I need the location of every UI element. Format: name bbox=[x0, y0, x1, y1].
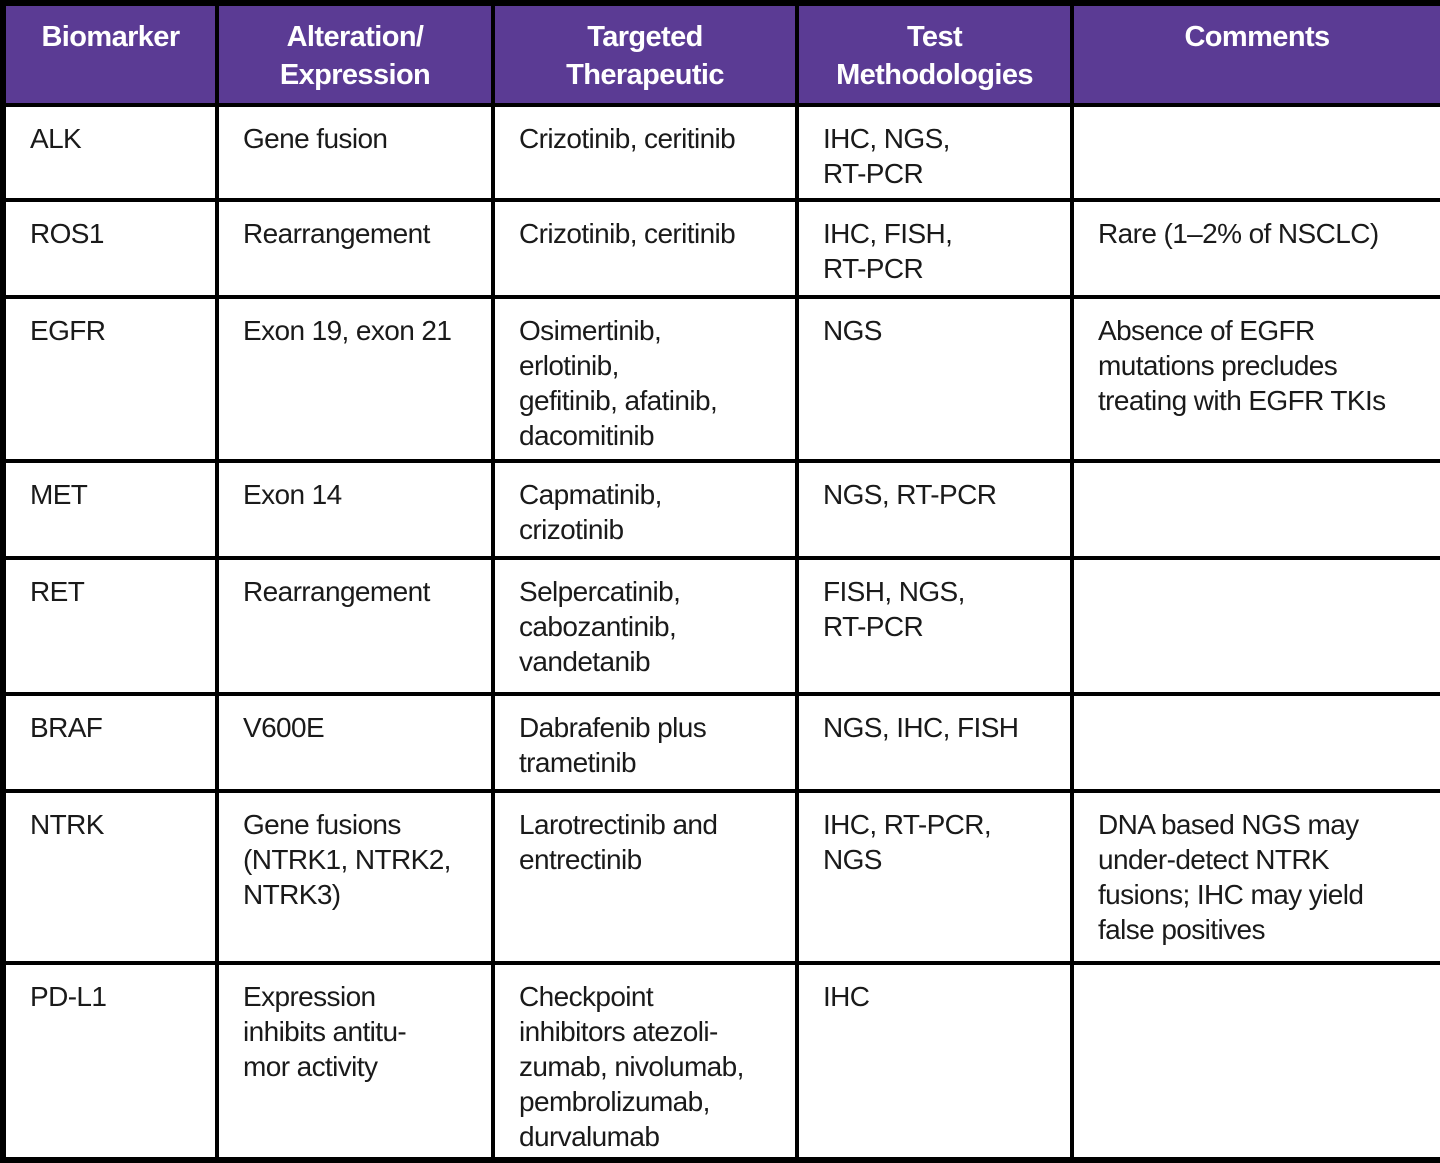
cell-biomarker: EGFR bbox=[1, 295, 219, 463]
cell-therapeutic: Crizotinib, ceritinib bbox=[491, 103, 799, 202]
cell-therapeutic: Dabrafenib plus trametinib bbox=[491, 692, 799, 793]
cell-therapeutic: Selpercatinib, cabozantinib, vandetanib bbox=[491, 556, 799, 696]
cell-alteration: Rearrangement bbox=[215, 198, 495, 299]
table-row-ntrk: NTRK Gene fusions (NTRK1, NTRK2, NTRK3) … bbox=[1, 789, 1440, 965]
cell-test-methods: IHC, RT-PCR, NGS bbox=[795, 789, 1074, 965]
cell-biomarker: ALK bbox=[1, 103, 219, 202]
column-header-biomarker: Biomarker bbox=[1, 1, 219, 107]
cell-comments bbox=[1070, 961, 1440, 1162]
cell-biomarker: NTRK bbox=[1, 789, 219, 965]
cell-comments bbox=[1070, 556, 1440, 696]
cell-test-methods: NGS bbox=[795, 295, 1074, 463]
cell-alteration: Rearrangement bbox=[215, 556, 495, 696]
cell-test-methods: IHC bbox=[795, 961, 1074, 1162]
column-header-comments: Comments bbox=[1070, 1, 1440, 107]
cell-alteration: Exon 14 bbox=[215, 459, 495, 560]
cell-test-methods: NGS, RT-PCR bbox=[795, 459, 1074, 560]
table-header-row: Biomarker Alteration/ Expression Targete… bbox=[1, 1, 1440, 107]
cell-comments bbox=[1070, 103, 1440, 202]
table-row-pdl1: PD-L1 Expression inhibits antitu- mor ac… bbox=[1, 961, 1440, 1162]
cell-biomarker: PD-L1 bbox=[1, 961, 219, 1162]
cell-alteration: Gene fusions (NTRK1, NTRK2, NTRK3) bbox=[215, 789, 495, 965]
cell-alteration: Gene fusion bbox=[215, 103, 495, 202]
cell-test-methods: FISH, NGS, RT-PCR bbox=[795, 556, 1074, 696]
table-row-alk: ALK Gene fusion Crizotinib, ceritinib IH… bbox=[1, 103, 1440, 202]
table-row-braf: BRAF V600E Dabrafenib plus trametinib NG… bbox=[1, 692, 1440, 793]
cell-biomarker: MET bbox=[1, 459, 219, 560]
cell-alteration: Expression inhibits antitu- mor activity bbox=[215, 961, 495, 1162]
cell-test-methods: NGS, IHC, FISH bbox=[795, 692, 1074, 793]
cell-biomarker: BRAF bbox=[1, 692, 219, 793]
table-row-egfr: EGFR Exon 19, exon 21 Osimertinib, erlot… bbox=[1, 295, 1440, 463]
column-header-targeted-therapeutic: Targeted Therapeutic bbox=[491, 1, 799, 107]
cell-test-methods: IHC, FISH, RT-PCR bbox=[795, 198, 1074, 299]
cell-test-methods: IHC, NGS, RT-PCR bbox=[795, 103, 1074, 202]
cell-alteration: Exon 19, exon 21 bbox=[215, 295, 495, 463]
cell-therapeutic: Osimertinib, erlotinib, gefitinib, afati… bbox=[491, 295, 799, 463]
cell-biomarker: ROS1 bbox=[1, 198, 219, 299]
cell-comments: DNA based NGS may under-detect NTRK fusi… bbox=[1070, 789, 1440, 965]
table-row-ret: RET Rearrangement Selpercatinib, cabozan… bbox=[1, 556, 1440, 696]
cell-comments: Absence of EGFR mutations precludes trea… bbox=[1070, 295, 1440, 463]
table-row-ros1: ROS1 Rearrangement Crizotinib, ceritinib… bbox=[1, 198, 1440, 299]
cell-comments bbox=[1070, 692, 1440, 793]
table-row-met: MET Exon 14 Capmatinib, crizotinib NGS, … bbox=[1, 459, 1440, 560]
cell-alteration: V600E bbox=[215, 692, 495, 793]
cell-therapeutic: Checkpoint inhibitors atezoli- zumab, ni… bbox=[491, 961, 799, 1162]
column-header-alteration-expression: Alteration/ Expression bbox=[215, 1, 495, 107]
cell-therapeutic: Crizotinib, ceritinib bbox=[491, 198, 799, 299]
column-header-test-methodologies: Test Methodologies bbox=[795, 1, 1074, 107]
cell-comments bbox=[1070, 459, 1440, 560]
cell-therapeutic: Capmatinib, crizotinib bbox=[491, 459, 799, 560]
cell-therapeutic: Larotrectinib and entrectinib bbox=[491, 789, 799, 965]
cell-comments: Rare (1–2% of NSCLC) bbox=[1070, 198, 1440, 299]
cell-biomarker: RET bbox=[1, 556, 219, 696]
